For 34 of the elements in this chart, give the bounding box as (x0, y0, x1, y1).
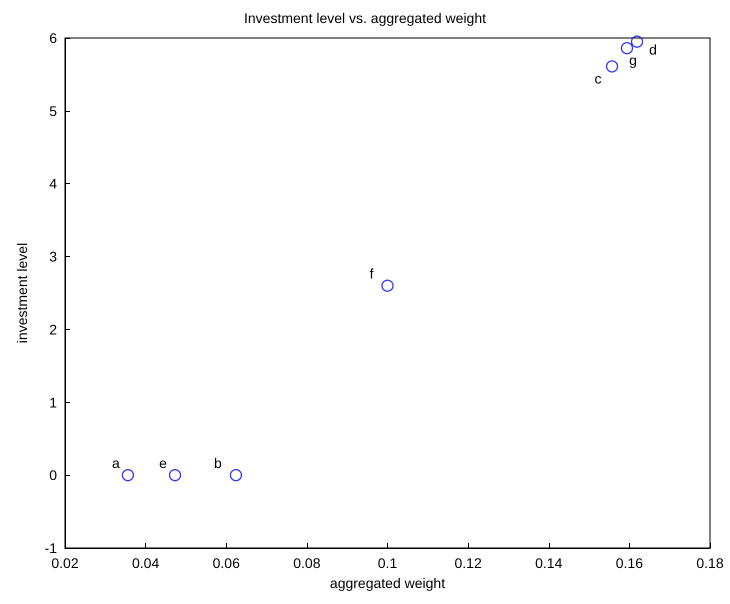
x-tick-label: 0.16 (616, 555, 644, 571)
y-tick-label: 5 (49, 102, 58, 119)
point (122, 468, 134, 482)
y-tick-label: 0 (49, 467, 58, 484)
y-tick-label: 6 (49, 30, 58, 46)
y-tick-label: 1 (49, 394, 58, 410)
annotation: f (370, 266, 374, 282)
annotation: b (214, 455, 222, 472)
point (606, 60, 618, 73)
y-tick-label: 4 (49, 176, 58, 192)
point (630, 35, 644, 48)
annotation: e (159, 455, 168, 472)
x-tick-label: 0.02 (51, 555, 79, 571)
x-axis-title: aggregated weight (330, 575, 446, 591)
x-tick-label: 0.06 (212, 555, 240, 571)
annotation: d (649, 42, 657, 58)
annotation: g (629, 52, 637, 68)
y-axis-title: investment level (14, 242, 30, 344)
y-tick-label: 2 (49, 321, 58, 338)
point (381, 280, 394, 292)
x-tick-label: 0.12 (454, 555, 482, 571)
x-tick-label: 0.1 (378, 555, 398, 571)
chart-title: Investment level vs. aggregated weight (244, 10, 486, 26)
point (168, 468, 182, 482)
point (230, 468, 242, 482)
y-tick-label: -1 (44, 540, 58, 556)
x-tick-label: 0.14 (535, 555, 563, 571)
y-tick-label: 3 (49, 248, 58, 265)
point (620, 42, 634, 54)
annotation: c (594, 70, 602, 86)
x-tick-label: 0.18 (696, 555, 724, 571)
annotation: a (112, 455, 120, 472)
x-tick-label: 0.04 (132, 555, 160, 571)
x-tick-label: 0.08 (293, 555, 321, 571)
